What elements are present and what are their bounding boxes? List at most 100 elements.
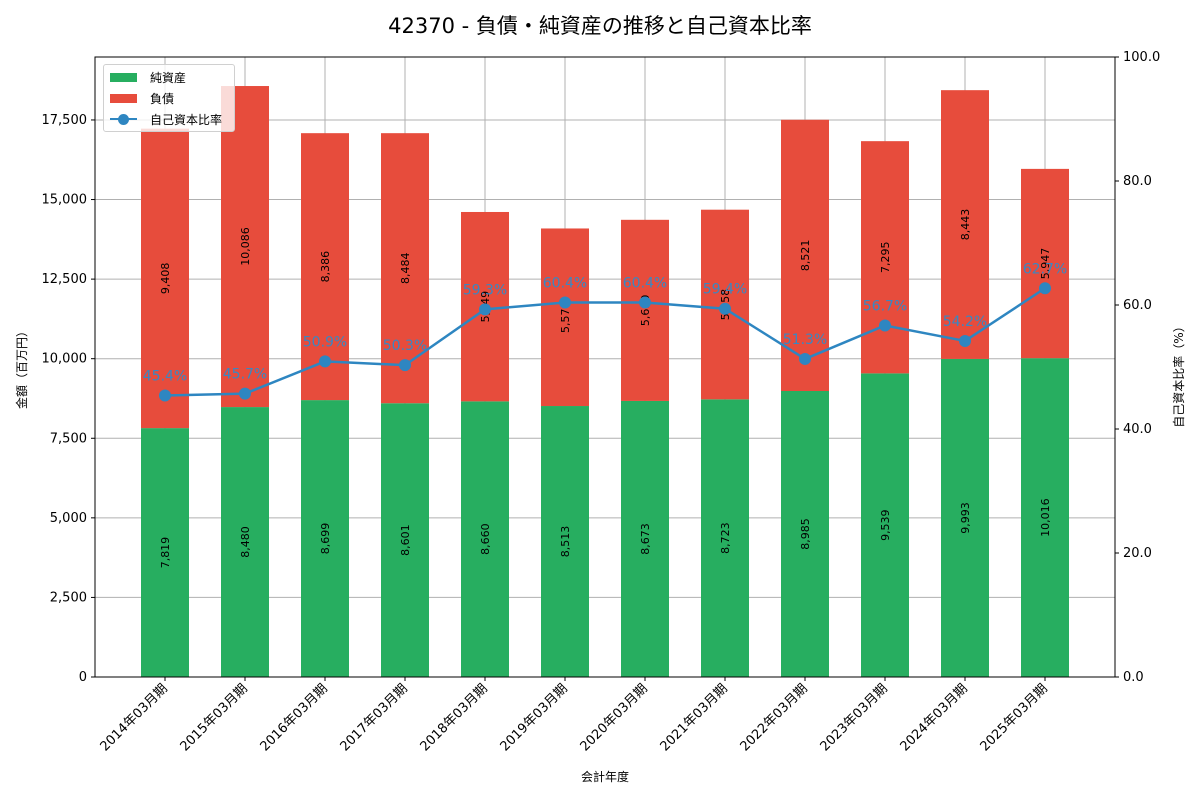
axes: 0 2,500 5,000 7,500 10,000 12,500 15,000 17,500…	[42, 50, 1161, 755]
x-tick-label: 2015年03月期	[178, 681, 251, 754]
liabilities-value-label: 8,443	[959, 209, 972, 241]
legend-label-liabilities: 負債	[150, 91, 175, 106]
liabilities-value-label: 8,484	[399, 252, 412, 284]
ratio-marker	[639, 296, 651, 309]
x-tick-label: 2022年03月期	[738, 681, 811, 754]
liabilities-bar	[781, 119, 829, 392]
equity-bar	[221, 407, 269, 677]
equity-value-label: 8,660	[479, 523, 492, 555]
liabilities-bar	[861, 141, 909, 374]
y2-tick-label: 100.0	[1123, 50, 1160, 65]
equity-value-label: 7,819	[159, 537, 172, 569]
bar-series: 7,819 9,408 8,480 10,086 8,699 8,386 8,601 8,48…	[141, 86, 1069, 677]
equity-value-label: 8,673	[639, 523, 652, 555]
ratio-value-label: 60.4%	[543, 276, 587, 292]
equity-value-label: 9,539	[879, 509, 892, 541]
y2-tick-label: 20.0	[1123, 546, 1152, 561]
ratio-marker	[799, 352, 811, 365]
legend-label-ratio: 自己資本比率	[150, 112, 223, 127]
liabilities-value-label: 7,295	[879, 242, 892, 274]
equity-bar	[1021, 358, 1069, 677]
legend-item-ratio: 自己資本比率	[110, 110, 222, 128]
x-tick-label: 2021年03月期	[658, 681, 731, 754]
ratio-marker	[1039, 282, 1051, 295]
liabilities-value-label: 9,408	[159, 263, 172, 295]
legend-item-equity: 純資産	[110, 68, 186, 86]
ratio-marker	[719, 302, 731, 315]
y-tick-label: 2,500	[50, 590, 87, 605]
ratio-marker	[159, 389, 171, 402]
ratio-marker	[399, 359, 411, 372]
x-tick-label: 2025年03月期	[978, 681, 1051, 754]
y2-tick-label: 0.0	[1123, 670, 1144, 685]
x-tick-label: 2018年03月期	[418, 681, 491, 754]
equity-bar	[381, 403, 429, 677]
ratio-value-label: 50.3%	[383, 338, 427, 354]
liabilities-value-label: 10,086	[239, 227, 252, 265]
ratio-value-label: 51.3%	[783, 332, 827, 348]
x-tick-label: 2023年03月期	[818, 681, 891, 754]
ratio-marker	[319, 355, 331, 368]
ratio-line-series: 45.4% 45.7% 50.9% 50.3% 59.3% 60.4% 60.4% 59.4%…	[143, 261, 1067, 402]
ratio-value-label: 50.9%	[303, 334, 347, 350]
liabilities-bar	[541, 228, 589, 407]
ratio-marker	[239, 387, 251, 400]
y-tick-label: 12,500	[42, 272, 88, 287]
x-tick-label: 2024年03月期	[898, 681, 971, 754]
equity-value-label: 8,699	[319, 523, 332, 555]
liabilities-bar	[221, 86, 269, 408]
equity-value-label: 10,016	[1039, 498, 1052, 537]
y-tick-label: 0	[79, 670, 87, 685]
ratio-marker	[959, 334, 971, 347]
x-tick-label: 2014年03月期	[98, 681, 171, 754]
equity-bar	[701, 399, 749, 677]
y2-tick-label: 60.0	[1123, 298, 1152, 313]
equity-bar	[781, 391, 829, 677]
equity-bar	[621, 400, 669, 677]
liabilities-swatch-icon	[110, 93, 137, 103]
line-marker-icon	[110, 113, 137, 125]
ratio-marker	[479, 303, 491, 316]
equity-bar	[461, 401, 509, 677]
liabilities-bar	[941, 90, 989, 359]
x-tick-label: 2017年03月期	[338, 681, 411, 754]
y-axis-right-label: 自己資本比率（%）	[1171, 320, 1186, 427]
ratio-value-label: 54.2%	[943, 314, 987, 330]
equity-value-label: 8,985	[799, 518, 812, 550]
y-tick-label: 5,000	[50, 511, 87, 526]
y-tick-label: 15,000	[42, 193, 88, 208]
ratio-value-label: 56.7%	[863, 298, 907, 314]
equity-bar	[941, 358, 989, 677]
ratio-value-label: 59.4%	[703, 282, 747, 298]
y-axis-left-label: 金額（百万円）	[14, 325, 29, 409]
equity-value-label: 8,480	[239, 526, 252, 558]
liabilities-bar	[381, 133, 429, 404]
y2-tick-label: 80.0	[1123, 174, 1152, 189]
legend-item-liabilities: 負債	[110, 89, 174, 107]
liabilities-value-label: 8,521	[799, 240, 812, 272]
ratio-value-label: 45.7%	[223, 367, 267, 383]
y-tick-label: 7,500	[50, 431, 87, 446]
equity-value-label: 9,993	[959, 502, 972, 534]
x-axis-label: 会計年度	[581, 769, 629, 784]
ratio-value-label: 45.4%	[143, 369, 187, 385]
x-tick-label: 2016年03月期	[258, 681, 331, 754]
equity-value-label: 8,723	[719, 522, 732, 554]
y-tick-label: 10,000	[42, 352, 88, 367]
liabilities-bar	[1021, 168, 1069, 359]
equity-value-label: 8,601	[399, 524, 412, 556]
equity-bar	[301, 400, 349, 677]
y2-tick-label: 40.0	[1123, 422, 1152, 437]
ratio-marker	[879, 319, 891, 332]
liabilities-bar	[621, 219, 669, 401]
liabilities-value-label: 5,947	[1039, 248, 1052, 280]
equity-bar	[541, 406, 589, 677]
equity-bar	[141, 428, 189, 677]
ratio-marker	[559, 296, 571, 309]
legend: 純資産 負債 自己資本比率	[103, 64, 235, 132]
chart-title: 42370 - 負債・純資産の推移と自己資本比率	[388, 14, 812, 38]
equity-value-label: 8,513	[559, 526, 572, 558]
x-tick-label: 2019年03月期	[498, 681, 571, 754]
liabilities-value-label: 5,578	[559, 301, 572, 333]
y-tick-label: 17,500	[42, 113, 88, 128]
